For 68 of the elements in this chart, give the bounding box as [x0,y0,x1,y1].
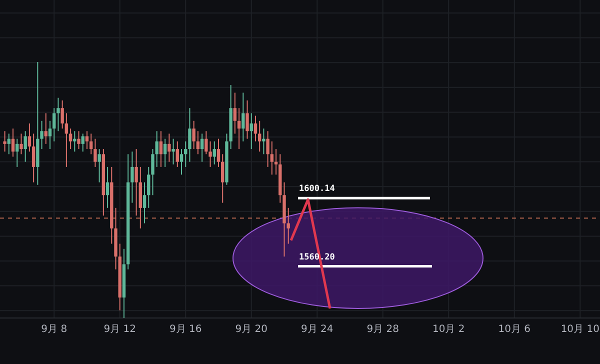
candlestick [28,122,32,152]
candlestick [11,128,15,158]
candlestick [3,130,6,152]
candlestick [134,148,138,216]
candlestick [98,148,101,183]
candlestick [233,92,237,134]
candlestick [81,133,84,152]
x-tick-label: 9月 28 [366,324,400,335]
candlestick [68,128,72,150]
candlestick [176,140,179,168]
candlestick [192,120,196,150]
candlestick [130,151,134,204]
candlestick [7,133,11,155]
candlestick [200,133,204,162]
candlestick [274,148,278,176]
candlestick [85,130,89,150]
candlestick [266,130,270,168]
candlestick [142,182,146,224]
candlestick [254,115,258,142]
x-tick-label: 10月 10 [560,324,600,335]
candlestick [216,138,220,168]
candlestick [89,133,93,155]
candlestick [168,133,171,162]
candlestick [56,97,60,132]
candlestick [40,120,44,150]
candlestick [147,166,150,208]
candlestick [32,133,36,183]
candlestick [250,112,253,150]
candlestick [106,166,110,208]
x-tick-label: 10月 6 [498,324,531,335]
annotation: 1600.14 [299,184,335,194]
candlestick [151,148,154,196]
candlestick [221,154,224,204]
candlestick [163,138,167,168]
candlestick [180,148,184,176]
candlestick [20,133,23,155]
candlestick [44,112,48,144]
candlestick [262,128,266,155]
candlestick [242,92,245,142]
candlestick [24,130,27,162]
x-tick-label: 9月 16 [169,324,202,335]
candlestick [64,112,68,168]
candlestick [212,140,216,165]
candlestick [52,108,56,142]
candlestick [77,130,80,150]
candlestick [204,130,208,155]
candlestick [16,138,19,168]
candlestick [48,120,52,150]
candlestick [159,130,163,168]
candlestick [94,138,97,168]
x-tick-label: 9月 8 [41,324,68,335]
x-tick-label: 9月 12 [104,324,136,335]
x-tick-label: 10月 2 [432,324,465,335]
candlestick [155,130,158,168]
candlestick [196,130,200,155]
candlestick [286,207,290,244]
candlestick [246,100,249,140]
x-tick-label: 9月 24 [300,324,334,335]
x-tick-label: 9月 20 [235,324,268,335]
candlestick [184,140,188,168]
candlestick [237,108,241,150]
candlestick [172,138,175,165]
candlestick [188,108,192,162]
candlestick [208,140,212,168]
candlestick [73,130,76,152]
candlestick [270,140,274,176]
candlestick [60,100,64,130]
candlestick [258,120,262,152]
